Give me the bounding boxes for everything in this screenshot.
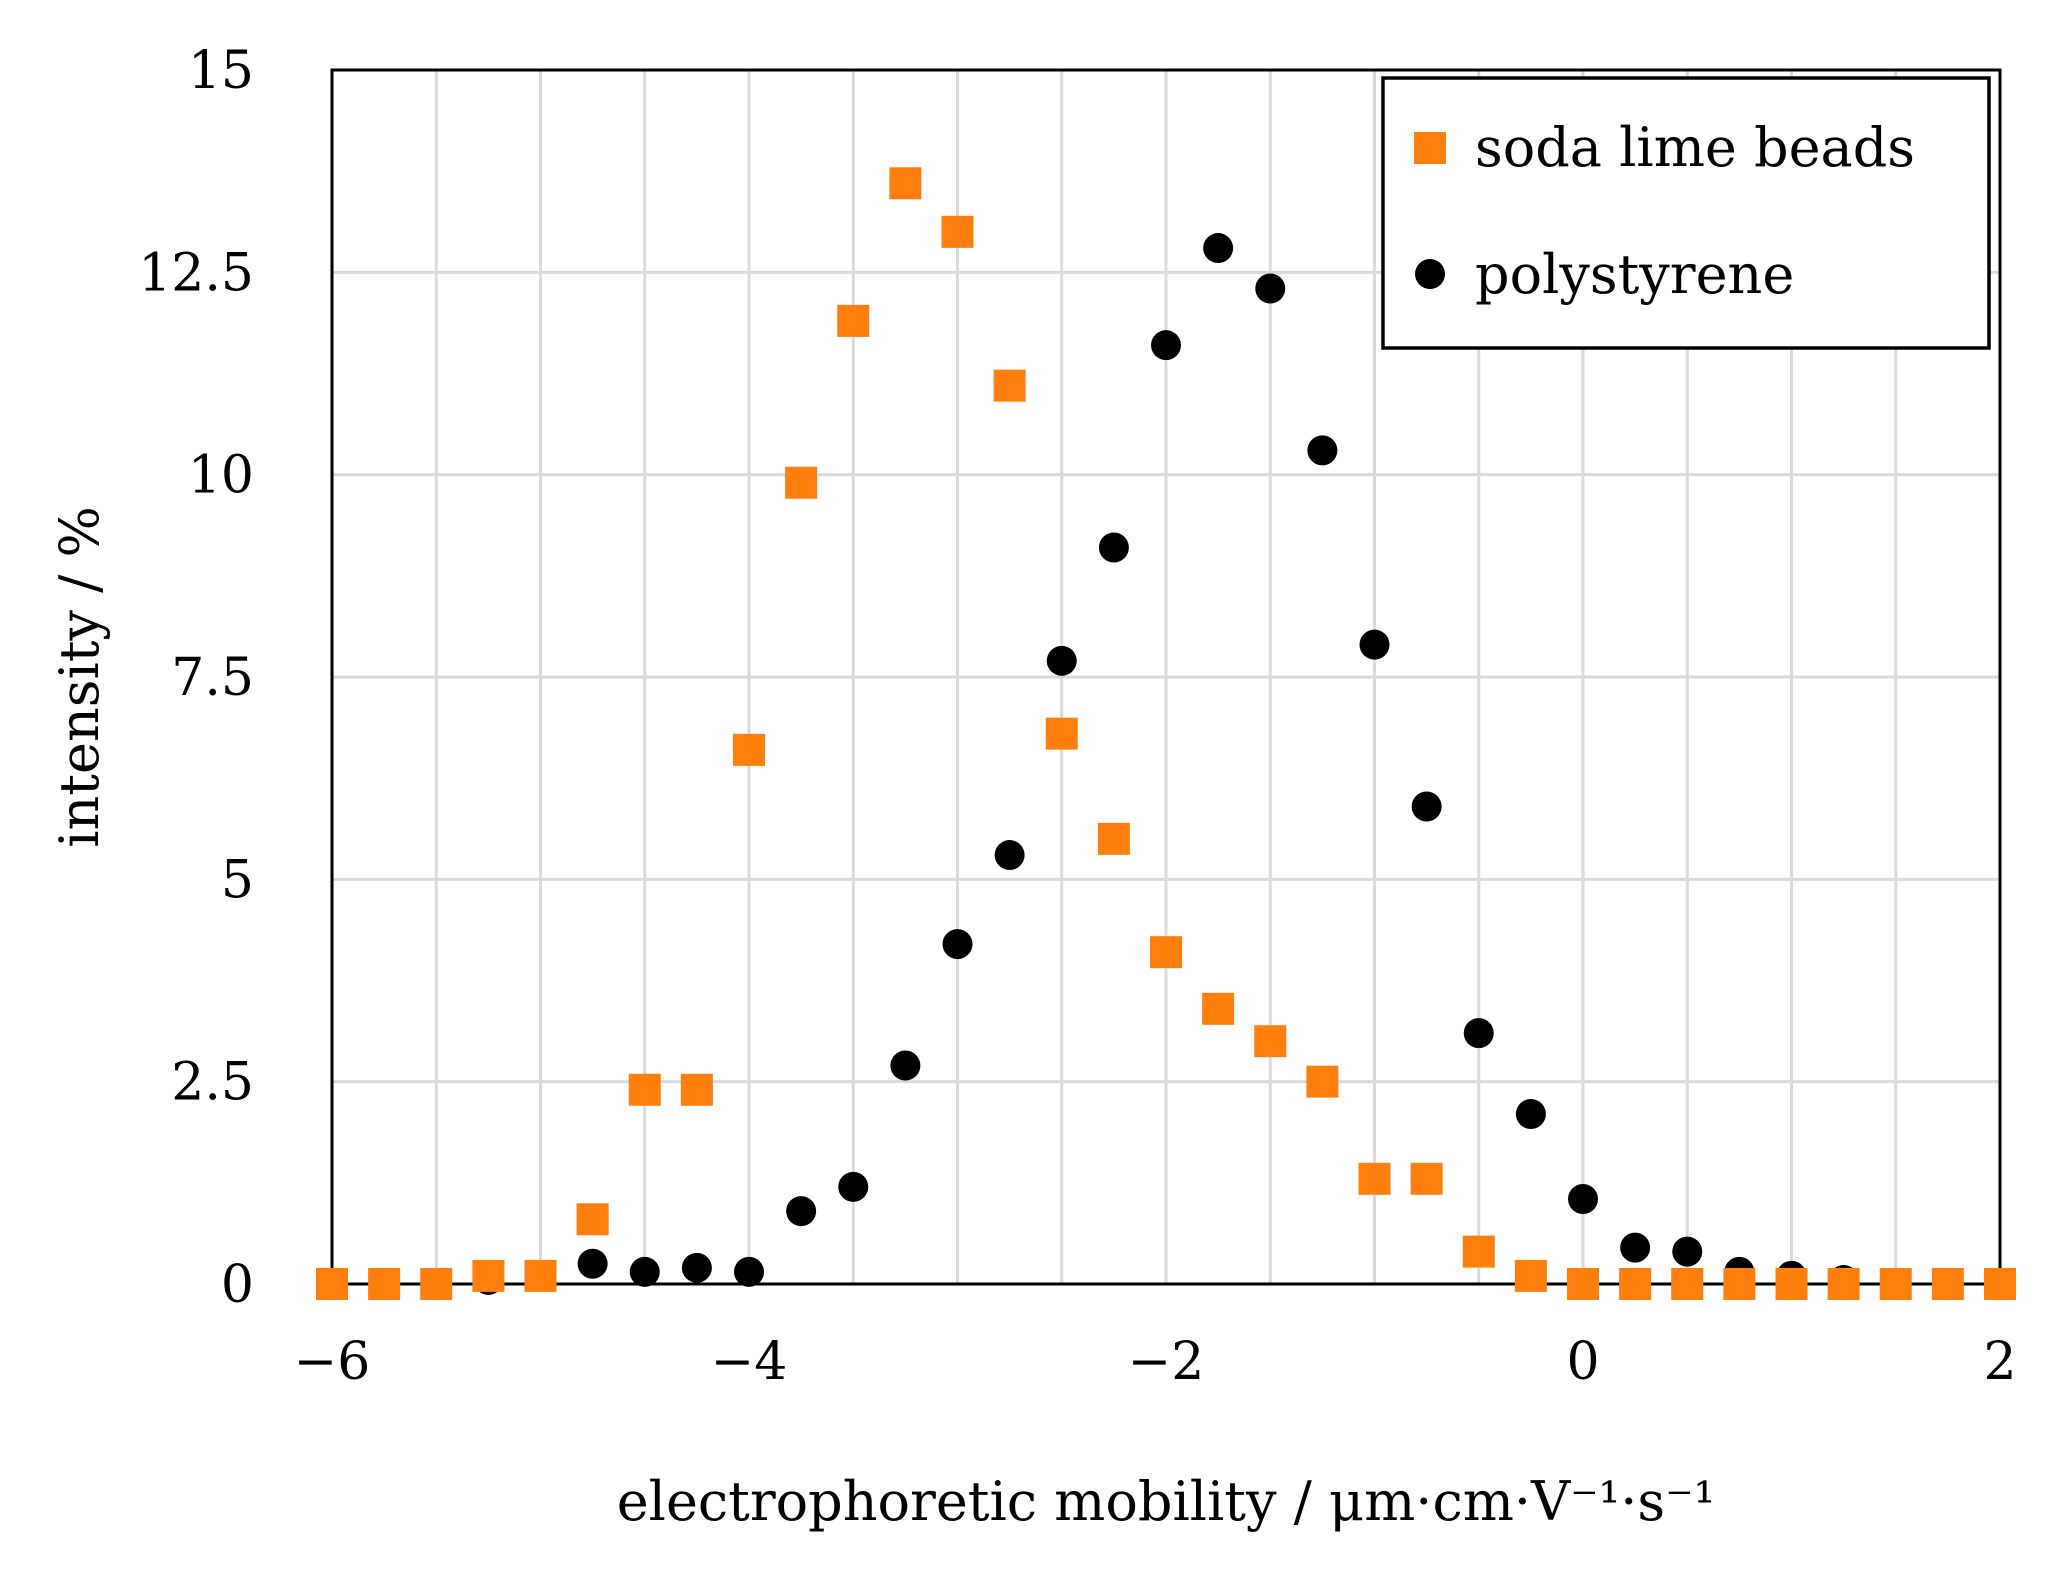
x-tick-label: 2 [1983,1332,2016,1392]
data-point-soda-lime-beads [1931,1268,1964,1300]
data-point-soda-lime-beads [628,1073,661,1106]
x-tick-label: −6 [294,1332,371,1392]
data-point-soda-lime-beads [889,167,922,200]
data-point-polystyrene [681,1252,712,1283]
data-point-soda-lime-beads [368,1268,401,1300]
data-point-soda-lime-beads [316,1268,348,1300]
data-point-soda-lime-beads [1514,1259,1547,1292]
data-point-polystyrene [942,929,973,960]
y-tick-label: 10 [188,446,254,506]
y-tick-label: 2.5 [171,1053,254,1113]
legend-box [1381,76,1991,350]
data-point-polystyrene [629,1256,660,1287]
data-point-polystyrene [1307,435,1338,466]
data-point-polystyrene [1151,330,1181,361]
data-point-polystyrene [994,840,1025,871]
data-point-soda-lime-beads [941,215,974,248]
data-point-polystyrene [1620,1232,1651,1263]
data-markers [316,167,2016,1300]
data-point-soda-lime-beads [1045,717,1078,750]
y-tick-label: 0 [221,1255,254,1315]
data-point-soda-lime-beads [1723,1268,1756,1300]
x-tick-label: −2 [1128,1332,1205,1392]
y-tick-label: 15 [188,41,254,101]
data-point-soda-lime-beads [576,1203,609,1236]
data-point-polystyrene [1463,1018,1494,1049]
x-axis-title: electrophoretic mobility / μm·cm·V⁻¹·s⁻¹ [617,1470,1716,1533]
data-point-soda-lime-beads [1150,936,1182,969]
data-point-soda-lime-beads [785,466,818,499]
plot-frame [330,68,2002,1286]
data-point-polystyrene [1568,1184,1598,1215]
y-tick-label: 7.5 [171,648,254,708]
data-point-polystyrene [838,1171,869,1202]
data-point-soda-lime-beads [837,304,870,337]
data-point-soda-lime-beads [1827,1268,1860,1300]
y-axis-title: intensity / % [48,506,111,848]
data-point-soda-lime-beads [1462,1235,1495,1268]
data-point-polystyrene [1411,791,1442,822]
y-tick-label: 12.5 [138,243,254,303]
data-point-soda-lime-beads [993,369,1026,402]
data-point-soda-lime-beads [1775,1268,1808,1300]
data-point-polystyrene [890,1050,921,1081]
legend-marker-polystyrene [1415,259,1445,289]
legend: soda lime beads polystyrene [1381,76,1991,350]
data-point-polystyrene [1255,273,1286,304]
data-point-soda-lime-beads [1358,1162,1391,1195]
y-tick-label: 5 [221,850,254,910]
data-point-soda-lime-beads [1879,1268,1912,1300]
data-point-soda-lime-beads [1567,1268,1599,1300]
data-point-soda-lime-beads [1410,1162,1443,1195]
data-point-soda-lime-beads [733,733,765,766]
legend-label-polystyrene: polystyrene [1475,243,1794,306]
data-point-polystyrene [577,1248,608,1279]
data-point-soda-lime-beads [1984,1268,2016,1300]
data-point-polystyrene [1046,645,1077,676]
data-point-polystyrene [1672,1236,1703,1267]
data-point-polystyrene [786,1196,817,1227]
data-point-soda-lime-beads [1097,822,1130,855]
legend-label-soda-lime-beads: soda lime beads [1475,116,1915,179]
data-point-soda-lime-beads [680,1073,713,1106]
legend-marker-soda-lime-beads [1414,132,1446,164]
data-point-soda-lime-beads [1619,1268,1652,1300]
data-point-polystyrene [734,1256,764,1287]
data-point-soda-lime-beads [420,1268,453,1300]
tick-labels: −6 −4 −2 0 2 0 2.5 5 7.5 10 12.5 15 [138,41,2016,1392]
data-point-soda-lime-beads [524,1259,557,1292]
data-point-soda-lime-beads [1306,1065,1339,1098]
data-point-soda-lime-beads [472,1259,505,1292]
data-point-polystyrene [1203,233,1234,264]
x-tick-label: 0 [1566,1332,1599,1392]
data-point-polystyrene [1359,629,1390,660]
data-point-soda-lime-beads [1671,1268,1704,1300]
data-point-soda-lime-beads [1254,1025,1287,1058]
data-point-polystyrene [1098,532,1129,563]
x-tick-label: −4 [711,1332,788,1392]
data-point-soda-lime-beads [1202,992,1235,1025]
data-point-polystyrene [1515,1099,1546,1130]
